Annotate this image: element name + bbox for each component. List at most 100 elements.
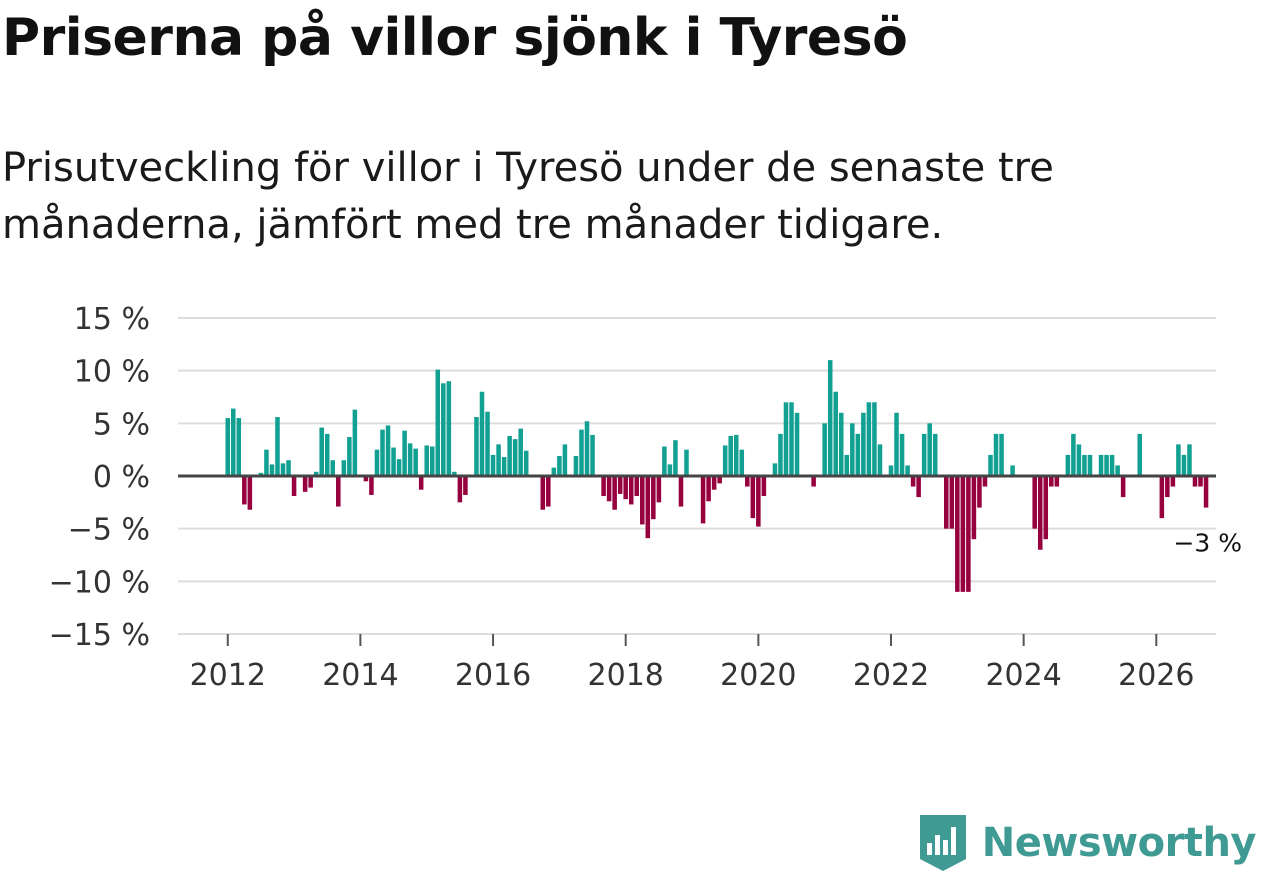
bar <box>927 423 932 476</box>
x-tick-label: 2022 <box>853 658 929 693</box>
bar <box>1010 465 1015 476</box>
x-tick-label: 2024 <box>985 658 1061 693</box>
bar <box>850 423 855 476</box>
bar <box>1109 454 1115 476</box>
last-value-label: −3 % <box>1173 529 1242 558</box>
bar <box>982 476 988 487</box>
bar <box>584 421 590 476</box>
bar <box>634 476 640 497</box>
bar-chart: 15 %10 %5 %0 %−5 %−10 %−15 % 2012 2014 201… <box>49 302 1242 693</box>
bar <box>1032 476 1037 529</box>
y-tick-label: −5 % <box>68 513 150 548</box>
bar <box>606 476 612 502</box>
bar <box>352 409 358 476</box>
bar <box>264 449 269 476</box>
bar <box>247 476 253 510</box>
bar <box>407 443 413 476</box>
bar <box>1065 454 1071 476</box>
chart-title: Priserna på villor sjönk i Tyresö <box>2 8 908 68</box>
bar <box>512 439 518 476</box>
y-tick-label: 5 % <box>93 407 150 442</box>
bar <box>1165 476 1170 498</box>
bar <box>479 391 485 476</box>
newsworthy-logo: Newsworthy <box>918 811 1257 875</box>
bar <box>667 464 673 476</box>
bar <box>319 427 324 476</box>
bar <box>872 402 877 476</box>
bar <box>1192 476 1198 487</box>
bar <box>435 369 441 476</box>
bar <box>385 425 391 476</box>
bar <box>446 381 452 476</box>
bar <box>601 476 606 497</box>
bar <box>441 383 446 476</box>
x-tick-label: 2014 <box>322 658 398 693</box>
bar <box>330 460 336 476</box>
bar <box>413 448 418 476</box>
bar <box>700 476 706 524</box>
bar <box>745 476 750 487</box>
bar <box>756 476 761 527</box>
bar <box>673 440 678 476</box>
bar <box>651 476 656 520</box>
bar <box>579 429 584 476</box>
bar <box>562 444 568 476</box>
bar <box>1181 454 1187 476</box>
bar <box>623 476 628 500</box>
bar <box>1137 433 1142 476</box>
bar <box>341 460 347 476</box>
bar <box>242 476 247 505</box>
bar <box>280 463 286 476</box>
bar <box>418 476 424 490</box>
bar <box>822 423 827 476</box>
bar <box>302 476 308 492</box>
bar <box>396 459 402 476</box>
x-tick-label: 2012 <box>190 658 266 693</box>
y-tick-label: −10 % <box>49 565 150 600</box>
bar <box>944 476 949 529</box>
y-tick-label: 15 % <box>74 302 150 337</box>
bar <box>1071 433 1076 476</box>
bar <box>347 437 352 476</box>
bar <box>877 444 883 476</box>
bar <box>728 435 733 476</box>
bar <box>1159 476 1165 519</box>
bar <box>977 476 982 508</box>
bar <box>678 476 684 507</box>
bar <box>1082 454 1087 476</box>
brand-name: Newsworthy <box>981 820 1257 866</box>
x-tick-label: 2020 <box>720 658 796 693</box>
bar <box>496 444 501 476</box>
bar <box>457 476 463 503</box>
x-tick-label: 2026 <box>1118 658 1194 693</box>
bar <box>932 433 938 476</box>
bar <box>827 360 833 476</box>
bar <box>1176 444 1181 476</box>
bar <box>1203 476 1209 508</box>
bar <box>921 433 927 476</box>
bar <box>275 417 280 476</box>
bar <box>523 450 529 476</box>
gridlines <box>178 317 1216 635</box>
bar <box>1054 476 1060 487</box>
bar <box>507 435 512 476</box>
bar <box>1170 476 1176 487</box>
y-tick-label: −15 % <box>49 618 150 653</box>
y-tick-label: 0 % <box>93 460 150 495</box>
bar <box>590 434 595 476</box>
bar <box>485 411 490 476</box>
bar <box>374 449 380 476</box>
bar <box>844 454 850 476</box>
bar <box>1037 476 1043 550</box>
bar <box>640 476 645 525</box>
x-tick-label: 2018 <box>588 658 664 693</box>
x-axis: 2012 2014 2016 2018 2020 2022 2024 2026 <box>190 634 1194 693</box>
bar <box>286 460 291 476</box>
bar <box>761 476 767 497</box>
bar <box>1043 476 1049 540</box>
bar <box>269 464 275 476</box>
bar <box>1187 444 1192 476</box>
bar <box>1076 444 1082 476</box>
bar <box>1104 454 1109 476</box>
bar <box>993 433 999 476</box>
